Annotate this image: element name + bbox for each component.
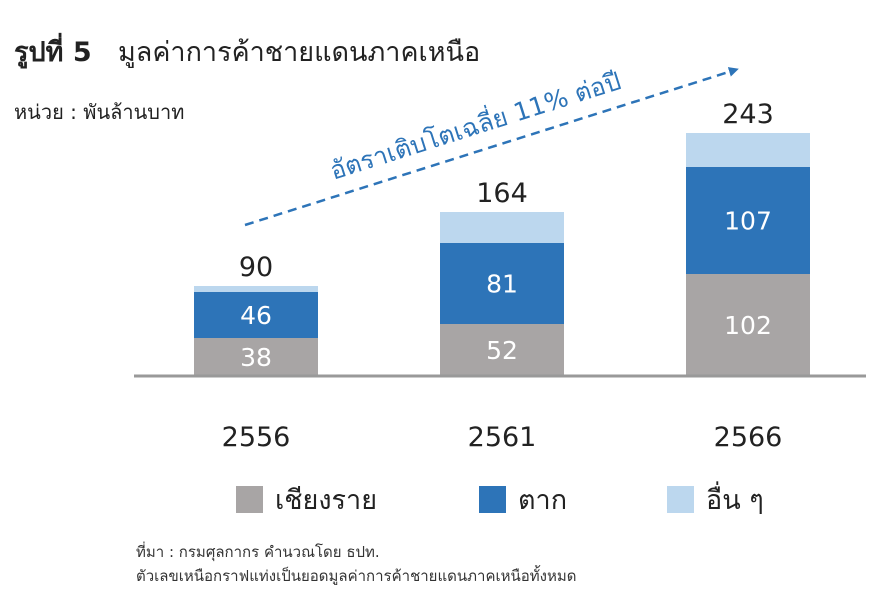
legend-label-chiangrai: เชียงราย xyxy=(275,485,378,516)
legend-swatch-others xyxy=(667,486,694,513)
bar-segment-2561-2 xyxy=(440,212,564,243)
legend: เชียงราย ตาก อื่น ๆ xyxy=(0,478,882,518)
bar-segment-2566-0 xyxy=(686,274,810,376)
bar-segment-2566-2 xyxy=(686,133,810,167)
data-label-2566-1: 107 xyxy=(724,207,772,236)
legend-item-others: อื่น ๆ xyxy=(667,478,764,521)
growth-trend-arrow xyxy=(244,67,739,227)
bar-segment-2566-1 xyxy=(686,167,810,274)
footnote: ตัวเลขเหนือกราฟแท่งเป็นยอดมูลค่าการค้าชา… xyxy=(136,567,577,585)
data-label-2556-1: 46 xyxy=(240,301,272,330)
data-label-2561-1: 81 xyxy=(486,270,518,299)
data-label-2556-0: 38 xyxy=(240,343,272,372)
bar-segment-2556-0 xyxy=(194,338,318,376)
unit-label: หน่วย : พันล้านบาท xyxy=(14,100,185,124)
legend-swatch-tak xyxy=(479,486,506,513)
total-label-2566: 243 xyxy=(722,99,774,130)
legend-swatch-chiangrai xyxy=(236,486,263,513)
figure-label: รูปที่ 5 xyxy=(14,37,92,68)
x-tick-label-2556: 2556 xyxy=(222,422,291,453)
total-label-2561: 164 xyxy=(476,178,528,209)
bar-segment-2561-0 xyxy=(440,324,564,376)
legend-item-tak: ตาก xyxy=(479,478,567,521)
bar-segment-2556-2 xyxy=(194,286,318,292)
total-label-2556: 90 xyxy=(239,252,273,283)
data-label-2566-0: 102 xyxy=(724,311,772,340)
legend-label-tak: ตาก xyxy=(518,485,568,516)
chart-title: มูลค่าการค้าชายแดนภาคเหนือ xyxy=(118,37,481,68)
bar-segment-2556-1 xyxy=(194,292,318,338)
x-tick-label-2566: 2566 xyxy=(714,422,783,453)
growth-rate-annotation: อัตราเติบโตเฉลี่ย 11% ต่อปี xyxy=(326,63,625,185)
x-tick-label-2561: 2561 xyxy=(468,422,537,453)
legend-label-others: อื่น ๆ xyxy=(706,485,764,516)
stacked-bar-chart: 38 46 90 52 81 164 102 107 243 2556 2561 2566 อัตร… xyxy=(134,63,866,453)
source-note: ที่มา : กรมศุลกากร คำนวณโดย ธปท. xyxy=(136,543,380,561)
data-label-2561-0: 52 xyxy=(486,336,518,365)
bar-segment-2561-1 xyxy=(440,243,564,324)
legend-item-chiangrai: เชียงราย xyxy=(236,478,377,521)
